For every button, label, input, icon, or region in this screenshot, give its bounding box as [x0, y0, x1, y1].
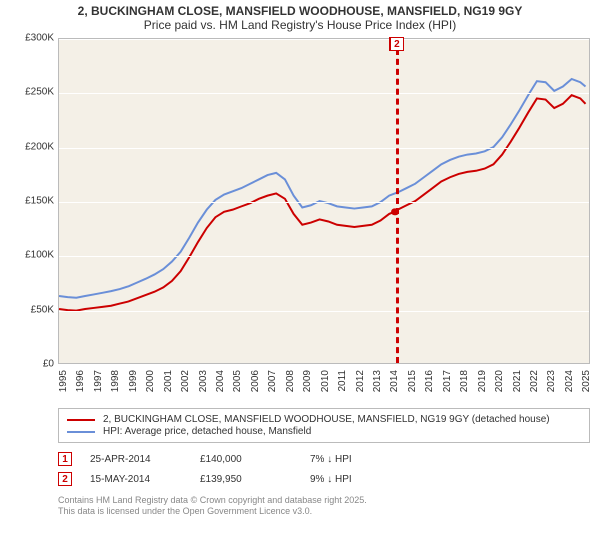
y-tick-label: £50K — [31, 304, 54, 315]
x-tick-label: 2022 — [529, 370, 540, 392]
x-tick-label: 2019 — [477, 370, 488, 392]
x-tick-label: 2006 — [250, 370, 261, 392]
legend: 2, BUCKINGHAM CLOSE, MANSFIELD WOODHOUSE… — [58, 408, 590, 443]
series-line-hpi — [59, 79, 586, 298]
chart-title-subtitle: Price paid vs. HM Land Registry's House … — [8, 18, 592, 32]
x-tick-label: 2004 — [215, 370, 226, 392]
x-tick-label: 2023 — [546, 370, 557, 392]
y-axis: £0£50K£100K£150K£200K£250K£300K — [10, 38, 56, 364]
x-tick-label: 2007 — [267, 370, 278, 392]
x-tick-label: 2005 — [232, 370, 243, 392]
x-tick-label: 1995 — [58, 370, 69, 392]
x-tick-label: 2014 — [389, 370, 400, 392]
x-tick-label: 2013 — [372, 370, 383, 392]
y-tick-label: £300K — [25, 33, 54, 44]
legend-swatch-property — [67, 419, 95, 421]
x-tick-label: 2010 — [320, 370, 331, 392]
y-tick-label: £150K — [25, 196, 54, 207]
x-tick-label: 1996 — [75, 370, 86, 392]
y-tick-label: £0 — [43, 359, 54, 370]
y-tick-label: £200K — [25, 141, 54, 152]
legend-swatch-hpi — [67, 431, 95, 433]
x-tick-label: 2021 — [512, 370, 523, 392]
marker-badge: 2 — [390, 37, 404, 51]
x-tick-label: 2008 — [285, 370, 296, 392]
legend-row: HPI: Average price, detached house, Mans… — [67, 426, 581, 437]
x-tick-label: 2012 — [355, 370, 366, 392]
y-tick-label: £100K — [25, 250, 54, 261]
sale-row: 1 25-APR-2014 £140,000 7% ↓ HPI — [58, 449, 590, 469]
x-tick-label: 2016 — [424, 370, 435, 392]
x-tick-label: 2017 — [442, 370, 453, 392]
legend-row: 2, BUCKINGHAM CLOSE, MANSFIELD WOODHOUSE… — [67, 414, 581, 425]
y-tick-label: £250K — [25, 87, 54, 98]
sale-pct: 7% ↓ HPI — [310, 454, 590, 465]
x-axis: 1995 1996 1997 1998 1999 2000 2001 2002 2003 2004… — [58, 366, 590, 404]
chart-lines — [59, 39, 589, 363]
sale-marker-badge: 1 — [58, 452, 72, 466]
x-tick-label: 2003 — [198, 370, 209, 392]
sale-date: 25-APR-2014 — [90, 454, 200, 465]
sale-pct: 9% ↓ HPI — [310, 474, 590, 485]
x-tick-label: 2020 — [494, 370, 505, 392]
chart-container: £0£50K£100K£150K£200K£250K£300K 12 19951… — [10, 36, 590, 406]
marker-line — [397, 39, 399, 363]
legend-label: HPI: Average price, detached house, Mans… — [103, 426, 311, 437]
sale-price: £139,950 — [200, 474, 310, 485]
sale-marker-badge: 2 — [58, 472, 72, 486]
x-tick-label: 2018 — [459, 370, 470, 392]
sale-row: 2 15-MAY-2014 £139,950 9% ↓ HPI — [58, 469, 590, 489]
x-tick-label: 2000 — [145, 370, 156, 392]
x-tick-label: 2001 — [163, 370, 174, 392]
x-tick-label: 1999 — [128, 370, 139, 392]
x-tick-label: 2024 — [564, 370, 575, 392]
plot-area: 12 — [58, 38, 590, 364]
sale-date: 15-MAY-2014 — [90, 474, 200, 485]
chart-title-block: 2, BUCKINGHAM CLOSE, MANSFIELD WOODHOUSE… — [0, 0, 600, 34]
sales-table: 1 25-APR-2014 £140,000 7% ↓ HPI 2 15-MAY… — [58, 449, 590, 489]
legend-label: 2, BUCKINGHAM CLOSE, MANSFIELD WOODHOUSE… — [103, 414, 550, 425]
chart-title-address: 2, BUCKINGHAM CLOSE, MANSFIELD WOODHOUSE… — [8, 4, 592, 18]
attribution-line: Contains HM Land Registry data © Crown c… — [58, 495, 590, 506]
x-tick-label: 1998 — [110, 370, 121, 392]
x-tick-label: 2015 — [407, 370, 418, 392]
x-tick-label: 2025 — [581, 370, 592, 392]
x-tick-label: 2009 — [302, 370, 313, 392]
sale-price: £140,000 — [200, 454, 310, 465]
attribution-line: This data is licensed under the Open Gov… — [58, 506, 590, 517]
x-tick-label: 2011 — [337, 370, 348, 392]
x-tick-label: 1997 — [93, 370, 104, 392]
x-tick-label: 2002 — [180, 370, 191, 392]
attribution: Contains HM Land Registry data © Crown c… — [58, 495, 590, 518]
